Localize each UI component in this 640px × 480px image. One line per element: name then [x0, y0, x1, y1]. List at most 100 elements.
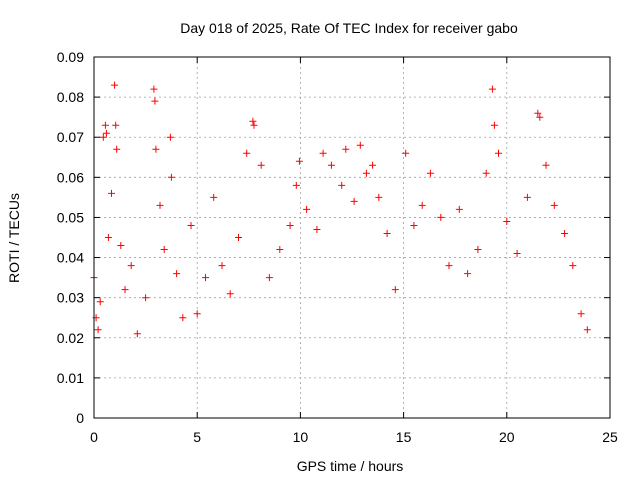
data-point	[113, 145, 121, 153]
data-point	[210, 193, 218, 201]
data-point	[94, 326, 102, 334]
data-point	[156, 201, 164, 209]
y-axis-label: ROTI / TECUs	[6, 193, 22, 283]
data-point	[362, 169, 370, 177]
y-tick-label: 0	[76, 410, 84, 426]
data-point	[356, 141, 364, 149]
data-point	[160, 246, 168, 253]
data-point	[96, 298, 104, 306]
data-point	[445, 262, 453, 270]
data-point	[561, 230, 569, 237]
data-point	[193, 310, 201, 318]
data-point	[166, 133, 174, 141]
data-point	[319, 149, 327, 157]
data-point	[495, 149, 502, 157]
plot-frame	[93, 56, 611, 419]
data-point	[536, 113, 544, 121]
data-point	[173, 270, 181, 278]
data-point	[523, 193, 531, 201]
x-tick-label: 15	[396, 429, 412, 445]
data-point	[133, 330, 141, 338]
x-tick-label: 0	[90, 429, 98, 445]
data-point	[426, 169, 434, 177]
data-point	[490, 121, 498, 129]
data-point	[313, 226, 321, 233]
y-tick-label: 0.01	[57, 370, 84, 386]
data-point	[257, 161, 265, 169]
data-point	[202, 274, 209, 282]
data-point	[226, 290, 234, 298]
data-point	[276, 246, 284, 253]
data-point	[121, 286, 129, 294]
data-point	[383, 230, 391, 237]
data-point	[437, 213, 445, 221]
x-tick-label: 5	[193, 429, 201, 445]
data-point	[265, 274, 273, 282]
data-point	[482, 169, 490, 177]
data-point	[474, 246, 482, 253]
data-point	[513, 250, 521, 257]
y-tick-label: 0.05	[57, 209, 84, 225]
data-point	[104, 234, 112, 241]
data-point	[550, 201, 558, 209]
data-point	[542, 161, 550, 169]
chart-title: Day 018 of 2025, Rate Of TEC Index for r…	[180, 20, 518, 36]
x-axis-label: GPS time / hours	[297, 458, 404, 474]
data-point	[338, 181, 346, 189]
data-point	[342, 145, 350, 153]
data-point	[167, 173, 175, 181]
data-point	[369, 161, 377, 169]
y-tick-label: 0.03	[57, 290, 84, 306]
data-point	[249, 117, 257, 125]
data-point	[292, 181, 300, 189]
data-point	[179, 314, 187, 322]
data-point	[99, 133, 107, 141]
data-point	[102, 129, 110, 137]
data-point	[402, 149, 410, 157]
x-tick-label: 20	[499, 429, 515, 445]
axis-ticks: 0 0.01 0.02 0.03 0.04 0.05 0.06 0.07 0.08 0.09 0 5 1…	[57, 49, 618, 445]
data-point	[577, 310, 585, 318]
y-tick-label: 0.07	[57, 129, 84, 145]
data-point	[503, 218, 511, 225]
data-points	[90, 81, 591, 338]
data-point	[418, 201, 426, 209]
data-point	[583, 326, 591, 334]
data-point	[108, 189, 115, 197]
data-point	[235, 234, 242, 241]
data-point	[534, 109, 542, 117]
y-tick-label: 0.09	[57, 49, 84, 65]
data-point	[464, 270, 472, 278]
data-point	[455, 205, 463, 213]
y-tick-label: 0.06	[57, 169, 84, 185]
data-point	[350, 197, 358, 205]
data-point	[391, 286, 399, 294]
data-point	[488, 85, 496, 93]
y-tick-label: 0.02	[57, 330, 84, 346]
data-point	[150, 85, 158, 93]
data-point	[327, 161, 335, 169]
data-point	[127, 262, 135, 270]
data-point	[101, 121, 109, 129]
data-point	[142, 294, 150, 302]
data-point	[303, 205, 311, 213]
data-point	[187, 222, 195, 229]
data-point	[250, 121, 258, 129]
data-point	[218, 262, 226, 270]
y-tick-label: 0.08	[57, 89, 84, 105]
data-point	[152, 145, 160, 153]
data-point	[375, 193, 383, 201]
y-tick-label: 0.04	[57, 250, 84, 266]
data-point	[151, 97, 159, 105]
x-tick-label: 25	[602, 429, 618, 445]
data-point	[117, 242, 125, 249]
data-point	[295, 157, 303, 165]
data-point	[569, 262, 577, 270]
grid-lines	[94, 57, 610, 418]
data-point	[410, 222, 418, 229]
x-tick-label: 10	[293, 429, 309, 445]
data-point	[112, 121, 120, 129]
data-point	[111, 81, 119, 89]
